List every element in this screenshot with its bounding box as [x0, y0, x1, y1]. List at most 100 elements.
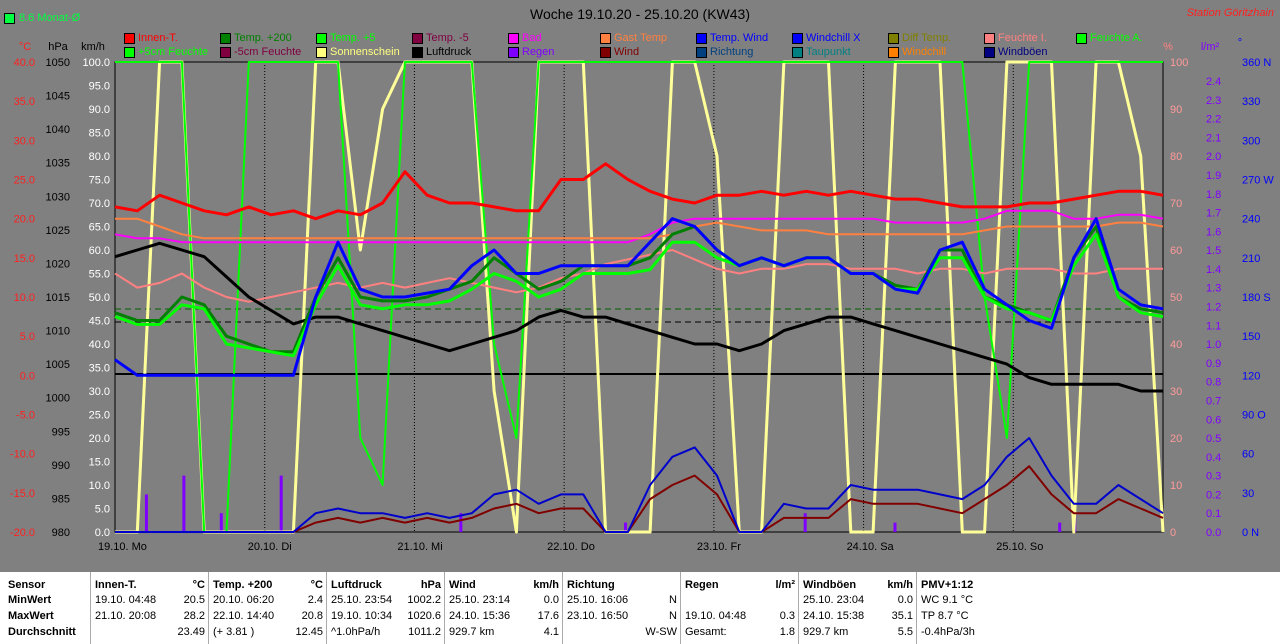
legend-item: Regen — [508, 46, 554, 58]
table-header: Windböen km/h — [803, 578, 913, 593]
y-tick-pct: 30 — [1170, 386, 1182, 398]
table-cell: MaxWert — [8, 610, 54, 622]
y-tick-kmh: 85.0 — [89, 128, 110, 140]
table-row: 929.7 km 4.1 — [449, 625, 559, 640]
y-tick-rain: 2.3 — [1206, 95, 1221, 107]
table-header-unit: l/m² — [775, 579, 795, 591]
y-tick-dir: 360 N — [1242, 57, 1271, 69]
y-tick-hpa: 1030 — [46, 191, 70, 203]
table-cell: ^1.0hPa/h — [331, 626, 381, 638]
table-cell: WC 9.1 °C — [921, 594, 974, 606]
rain-bar — [459, 513, 463, 532]
table-header-unit: km/h — [887, 579, 913, 591]
monthly-average-label: 8.6 Monat-Ø — [19, 12, 81, 24]
legend-label: Feuchte I. — [998, 32, 1047, 44]
rain-bar — [144, 494, 148, 532]
table-column: Richtung 25.10. 16:06 N 23.10. 16:50 N W-SW — [562, 572, 681, 644]
y-tick-kmh: 55.0 — [89, 269, 110, 281]
legend-label: Richtung — [710, 46, 754, 58]
series-line-feuchte-i- — [114, 249, 1163, 303]
y-tick-kmh: 90.0 — [89, 104, 110, 116]
table-header-label: Innen-T. — [95, 579, 137, 591]
table-header: Wind km/h — [449, 578, 559, 593]
chart-title: Woche 19.10.20 - 25.10.20 (KW43) — [530, 6, 750, 22]
x-tick-day: 21.10. Mi — [397, 541, 442, 553]
y-tick-dir: 120 — [1242, 370, 1260, 382]
series-line-temp-wind — [114, 217, 1164, 377]
table-cell-value: 28.2 — [183, 610, 205, 622]
table-cell: 25.10. 23:04 — [803, 594, 865, 606]
y-tick-kmh: 95.0 — [89, 81, 110, 93]
series-line-windb-en — [115, 437, 1164, 533]
table-cell-value: 12.45 — [295, 626, 323, 638]
legend-label: Gast Temp — [614, 32, 667, 44]
legend-label: -5cm Feuchte — [234, 46, 302, 58]
y-tick-kmh: 5.0 — [95, 504, 110, 516]
y-tick-rain: 2.2 — [1206, 114, 1221, 126]
legend-swatch — [600, 32, 611, 44]
table-header: Richtung — [567, 578, 677, 593]
legend-swatch — [412, 32, 423, 44]
table-cell: 20.10. 06:20 — [213, 594, 275, 606]
table-cell-value: N — [669, 594, 677, 606]
y-tick-kmh: 20.0 — [89, 433, 110, 445]
table-cell: TP 8.7 °C — [921, 610, 969, 622]
y-tick-temp: 10.0 — [14, 292, 35, 304]
table-row: 24.10. 15:36 17.6 — [449, 609, 559, 624]
legend-item: Windchill — [888, 46, 946, 58]
y-tick-hpa: 985 — [52, 493, 70, 505]
y-tick-dir: 180 S — [1242, 292, 1271, 304]
legend-swatch — [984, 46, 995, 58]
table-cell-value: 2.4 — [307, 594, 323, 606]
table-header-label: PMV+1:12 — [921, 579, 974, 591]
table-row: 25.10. 23:04 0.0 — [803, 593, 913, 608]
table-cell-value: 35.1 — [891, 610, 913, 622]
table-header-unit: km/h — [533, 579, 559, 591]
table-cell-value: 20.8 — [301, 610, 323, 622]
legend-swatch — [888, 46, 899, 58]
y-tick-rain: 1.4 — [1206, 264, 1221, 276]
legend-item: Feuchte A. — [1076, 32, 1143, 44]
legend-item: Diff Temp. — [888, 32, 951, 44]
legend-item: +5cm Feuchte — [124, 46, 208, 58]
y-tick-hpa: 995 — [52, 426, 70, 438]
y-tick-pct: 100 — [1170, 57, 1188, 69]
table-row: 23.49 — [95, 625, 205, 640]
y-tick-kmh: 50.0 — [89, 292, 110, 304]
y-tick-temp: 25.0 — [14, 175, 35, 187]
legend-label: Taupunkt — [806, 46, 851, 58]
y-tick-rain: 1.3 — [1206, 283, 1221, 295]
table-cell-value: 17.6 — [537, 610, 559, 622]
legend-swatch — [1076, 32, 1087, 44]
table-cell: 21.10. 20:08 — [95, 610, 157, 622]
y-tick-dir: 240 — [1242, 214, 1260, 226]
y-tick-dir: 30 — [1242, 488, 1254, 500]
table-header-label: Regen — [685, 579, 719, 591]
y-tick-hpa: 980 — [52, 527, 70, 539]
rain-bar — [219, 513, 223, 532]
legend-swatch — [888, 32, 899, 44]
table-cell-value: N — [669, 610, 677, 622]
y-tick-rain: 2.1 — [1206, 132, 1221, 144]
legend-swatch — [600, 46, 611, 58]
table-row: ^1.0hPa/h 1011.2 — [331, 625, 441, 640]
table-cell: 25.10. 23:54 — [331, 594, 393, 606]
y-tick-temp: -10.0 — [10, 449, 35, 461]
legend-label: Bad — [522, 32, 542, 44]
table-header: Innen-T. °C — [95, 578, 205, 593]
y-tick-kmh: 25.0 — [89, 410, 110, 422]
table-cell: -0.4hPa/3h — [921, 626, 975, 638]
table-row: 25.10. 23:54 1002.2 — [331, 593, 441, 608]
y-tick-hpa: 1025 — [46, 225, 70, 237]
table-column: Temp. +200 °C 20.10. 06:20 2.4 22.10. 14:40 2… — [208, 572, 327, 644]
y-tick-rain: 2.0 — [1206, 151, 1221, 163]
table-header: Sensor — [8, 578, 86, 593]
y-tick-pct: 90 — [1170, 104, 1182, 116]
y-tick-temp: 15.0 — [14, 253, 35, 265]
legend-swatch — [124, 46, 135, 58]
monthly-average: 8.6 Monat-Ø — [4, 12, 80, 24]
table-row: 19.10. 10:34 1020.6 — [331, 609, 441, 624]
legend-swatch — [124, 32, 135, 44]
table-row: Durchschnitt — [8, 625, 86, 640]
legend-item: Temp. +200 — [220, 32, 292, 44]
